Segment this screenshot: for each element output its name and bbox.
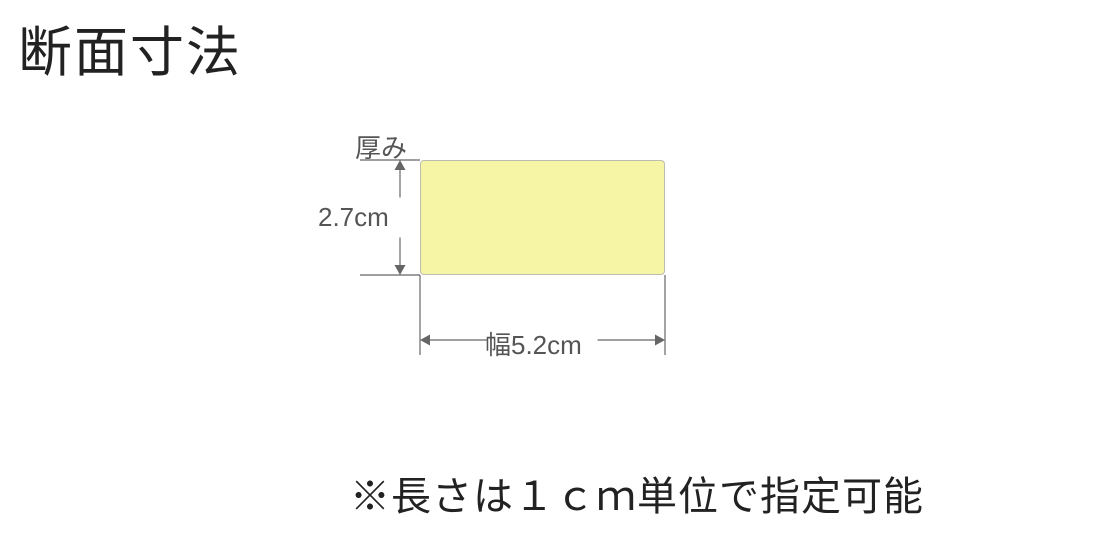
cross-section-rect — [420, 160, 665, 275]
thickness-label: 厚み — [355, 128, 407, 165]
length-note: ※長さは１ｃｍ単位で指定可能 — [350, 464, 924, 522]
cross-section-diagram: 厚み 2.7cm 幅5.2cm — [300, 110, 820, 430]
page-title: 断面寸法 — [18, 8, 242, 87]
width-label-value: 幅5.2cm — [485, 325, 582, 362]
thickness-value: 2.7cm — [318, 202, 389, 233]
